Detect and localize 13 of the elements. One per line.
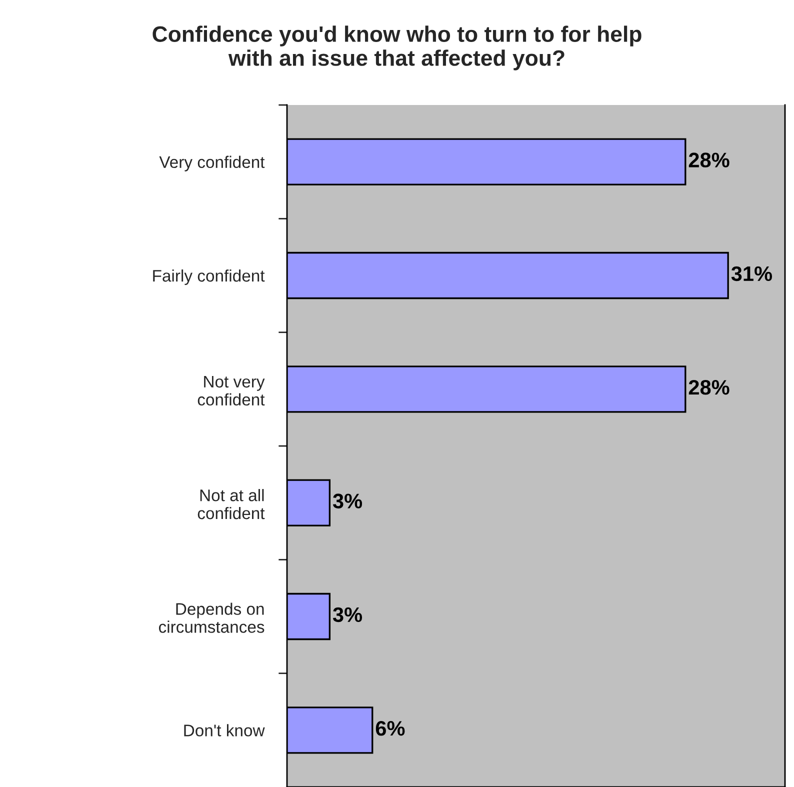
- y-tick-label: Very confident: [159, 156, 265, 172]
- y-tick-label: Fairly confident: [153, 269, 265, 285]
- data-label: 28%: [688, 380, 730, 395]
- y-tick-label: Not at all confident: [198, 489, 265, 520]
- y-tick-label: Not very confident: [198, 376, 265, 406]
- chart-title: Confidence you'd know who to turn to for help with an issue that affected you?: [152, 26, 642, 70]
- data-label: 6%: [376, 721, 405, 736]
- y-tick-label: Don't know: [184, 724, 265, 736]
- data-label: 3%: [332, 607, 362, 622]
- y-tick-label: Depends on circumstances: [158, 602, 264, 633]
- data-label: 31%: [731, 266, 772, 282]
- data-label: 28%: [688, 152, 730, 168]
- data-label: 3%: [332, 494, 362, 508]
